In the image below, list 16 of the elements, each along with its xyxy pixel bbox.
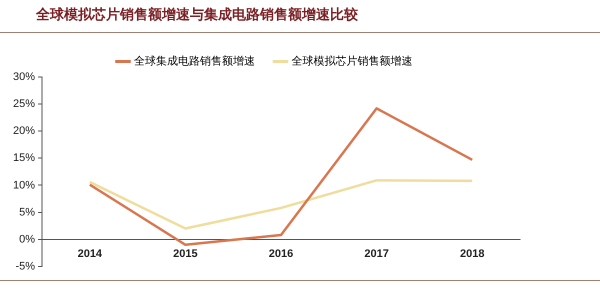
y-tick-label: 0% xyxy=(19,233,36,246)
x-tick-label: 2014 xyxy=(78,248,103,260)
chart-title: 全球模拟芯片销售额增速与集成电路销售额增速比较 xyxy=(36,6,358,24)
y-tick-label: 15% xyxy=(12,152,36,164)
y-tick-label: 25% xyxy=(12,98,36,110)
y-tick-label: 10% xyxy=(12,179,36,192)
x-tick-label: 2017 xyxy=(364,248,389,260)
x-tick-label: 2015 xyxy=(173,248,198,260)
legend-label: 全球模拟芯片销售额增速 xyxy=(292,54,412,68)
y-tick-label: 5% xyxy=(19,206,36,218)
x-tick-label: 2016 xyxy=(268,248,294,260)
y-tick-label: 30% xyxy=(12,71,36,84)
legend-label: 全球集成电路销售额增速 xyxy=(134,54,255,68)
x-tick-label: 2018 xyxy=(460,248,484,260)
y-tick-label: 20% xyxy=(12,125,36,138)
y-tick-label: -5% xyxy=(15,260,36,272)
